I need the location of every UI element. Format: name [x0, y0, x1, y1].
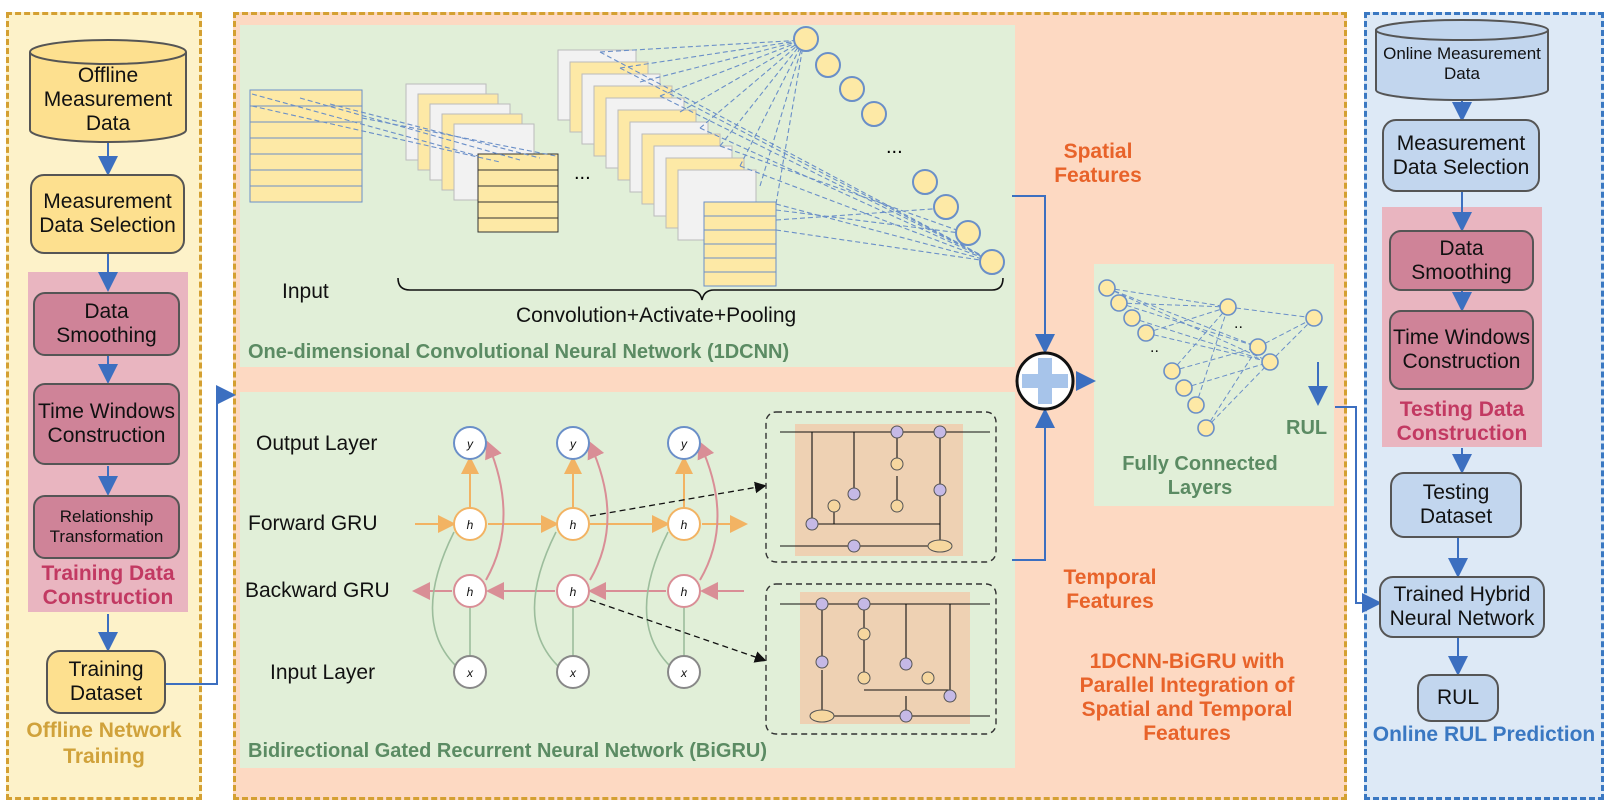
svg-text:y: y	[569, 437, 577, 451]
testing-construction-label: Testing Data Construction	[1396, 398, 1528, 445]
svg-text:h: h	[570, 518, 577, 532]
online-panel-label: Online RUL Prediction	[1372, 723, 1596, 746]
bigru-output-layer: Output Layer	[256, 432, 378, 455]
offline-selection-box: Measurement Data Selection	[30, 174, 185, 254]
cnn-dots-right: ...	[886, 136, 903, 158]
offline-relationship-box: Relationship Transformation	[33, 495, 180, 559]
svg-text:..: ..	[1150, 339, 1159, 356]
svg-text:h: h	[467, 518, 474, 532]
offline-windows-box: Time Windows Construction	[33, 383, 180, 465]
bigru-input-layer: Input Layer	[270, 661, 376, 684]
svg-text:y: y	[680, 437, 688, 451]
trained-network-box: Trained Hybrid Neural Network	[1379, 576, 1545, 638]
fc-label: Fully Connected Layers	[1122, 453, 1278, 499]
gru-cell-forward	[765, 411, 997, 563]
online-windows-box: Time Windows Construction	[1389, 310, 1534, 390]
online-smoothing-box: Data Smoothing	[1389, 230, 1534, 291]
hybrid-model-label: 1DCNN-BiGRU with Parallel Integration of…	[1079, 650, 1295, 745]
svg-text:h: h	[570, 585, 577, 599]
cnn-input-label: Input	[282, 280, 329, 303]
offline-panel-label: Offline Network Training	[26, 719, 182, 768]
training-construction-label: Training Data Construction	[41, 562, 175, 609]
svg-text:x: x	[466, 666, 474, 680]
offline-measurement-db: Offline Measurement Data	[43, 64, 173, 135]
offline-smoothing-box: Data Smoothing	[33, 292, 180, 356]
cnn-conv-label: Convolution+Activate+Pooling	[516, 304, 797, 327]
bigru-backward: Backward GRU	[245, 579, 390, 602]
cnn-dots-left: ...	[574, 162, 591, 184]
bigru-forward: Forward GRU	[248, 512, 378, 535]
cnn-feature-maps-2	[557, 49, 777, 287]
svg-text:h: h	[681, 585, 688, 599]
online-measurement-db: Online Measurement Data	[1383, 44, 1541, 83]
svg-text:x: x	[680, 666, 688, 680]
svg-text:h: h	[681, 518, 688, 532]
online-selection-box: Measurement Data Selection	[1382, 119, 1540, 192]
cnn-title: One-dimensional Convolutional Neural Net…	[248, 341, 790, 363]
offline-db-cylinder	[29, 39, 187, 143]
gru-cell-backward	[765, 583, 997, 735]
cnn-feature-maps-1	[405, 83, 559, 233]
bigru-title: Bidirectional Gated Recurrent Neural Net…	[248, 740, 767, 762]
svg-text:h: h	[467, 585, 474, 599]
temporal-features-label: Temporal Features	[1063, 566, 1157, 613]
training-dataset-box: Training Dataset	[46, 650, 166, 714]
online-rul-box: RUL	[1417, 674, 1499, 722]
svg-text:x: x	[569, 666, 577, 680]
svg-text:y: y	[466, 437, 474, 451]
cnn-input-matrix	[249, 89, 363, 203]
online-db-cylinder	[1375, 19, 1549, 101]
testing-dataset-box: Testing Dataset	[1390, 472, 1522, 538]
spatial-features-label: Spatial Features	[1054, 140, 1142, 187]
fc-rul-label: RUL	[1286, 417, 1328, 439]
svg-text:..: ..	[1234, 315, 1243, 332]
